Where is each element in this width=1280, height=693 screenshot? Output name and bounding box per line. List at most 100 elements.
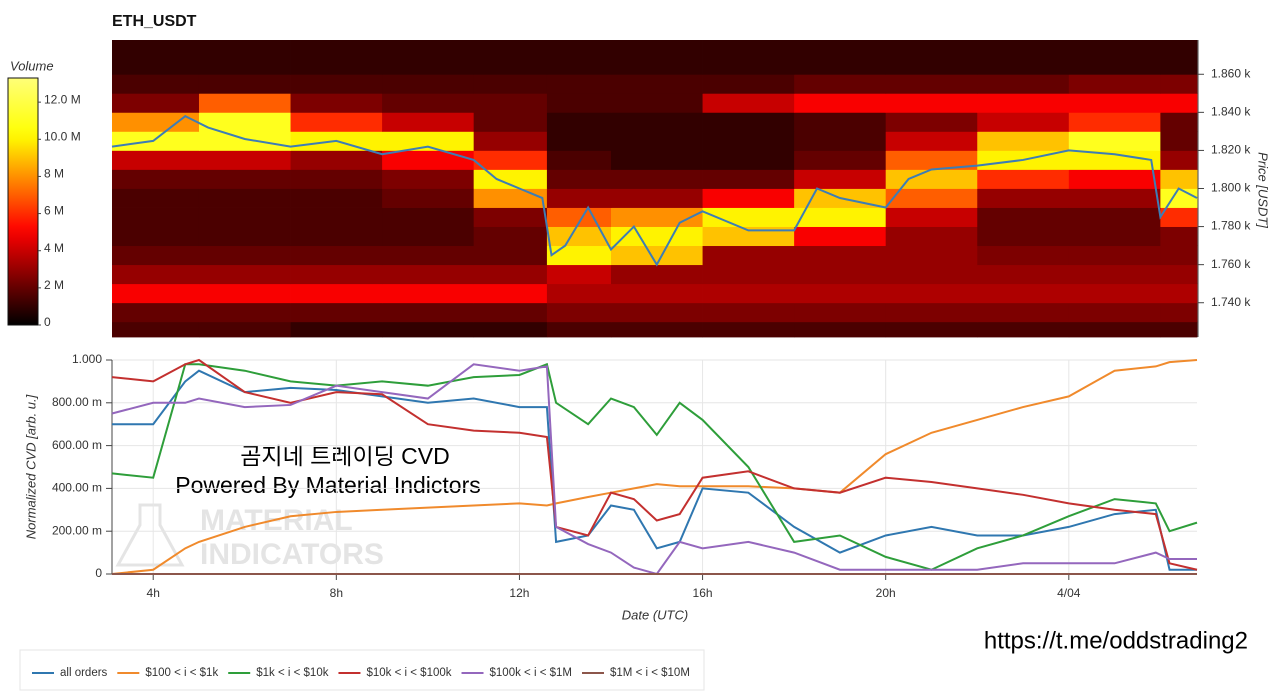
heatmap-cell xyxy=(1068,207,1161,227)
heatmap-cell xyxy=(702,150,795,170)
heatmap-cell xyxy=(112,112,200,132)
legend-label: $10k < i < $100k xyxy=(366,667,451,679)
heatmap-cell xyxy=(290,226,383,247)
x-axis-label: Date (UTC) xyxy=(622,607,688,622)
heatmap-cell xyxy=(794,131,887,151)
heatmap-cell xyxy=(702,283,795,304)
heatmap-cell xyxy=(546,321,612,338)
heatmap-cell xyxy=(611,112,703,132)
heatmap-cell xyxy=(794,112,887,132)
heatmap-cell xyxy=(473,40,548,75)
heatmap-cell xyxy=(382,131,475,151)
heatmap-cell xyxy=(473,302,548,323)
heatmap-cell xyxy=(794,150,887,170)
heatmap-cell xyxy=(1160,188,1198,208)
heatmap-cell xyxy=(473,169,548,189)
heatmap-cell xyxy=(290,40,383,75)
heatmap-cell xyxy=(382,264,475,285)
heatmap-cell xyxy=(977,302,1070,323)
footer-link[interactable]: https://t.me/oddstrading2 xyxy=(984,627,1248,654)
heatmap-cell xyxy=(977,112,1070,132)
heatmap-cell xyxy=(1068,321,1161,338)
heatmap-cell xyxy=(977,283,1070,304)
y-tick-label: 600.00 m xyxy=(52,438,102,452)
y-axis-label: Price [USDT] xyxy=(1256,152,1271,228)
heatmap-cell xyxy=(382,207,475,227)
heatmap-cell xyxy=(885,207,978,227)
heatmap-cell xyxy=(885,112,978,132)
heatmap-cell xyxy=(382,74,475,94)
heatmap-cell xyxy=(112,302,200,323)
x-tick-label: 16h xyxy=(693,586,713,600)
y-tick-label: 200.00 m xyxy=(52,523,102,537)
heatmap-cell xyxy=(382,226,475,247)
heatmap-cell xyxy=(1160,150,1198,170)
heatmap-cell xyxy=(290,283,383,304)
heatmap-cell xyxy=(794,302,887,323)
heatmap-cell xyxy=(611,283,703,304)
heatmap-cell xyxy=(702,93,795,113)
heatmap-cell xyxy=(473,283,548,304)
cvd-line xyxy=(111,359,1198,575)
heatmap-cell xyxy=(885,93,978,113)
heatmap-cell xyxy=(611,169,703,189)
heatmap-cell xyxy=(198,188,291,208)
legend-label: $100 < i < $1k xyxy=(145,667,218,679)
x-tick-label: 20h xyxy=(876,586,896,600)
heatmap-cell xyxy=(290,93,383,113)
y-tick-label: 1.780 k xyxy=(1211,219,1251,233)
heatmap-cell xyxy=(977,207,1070,227)
heatmap-cell xyxy=(1160,283,1198,304)
heatmap-cell xyxy=(473,112,548,132)
heatmap-cell xyxy=(611,302,703,323)
heatmap-cell xyxy=(473,321,548,338)
heatmap-cell xyxy=(1160,245,1198,266)
heatmap-cell xyxy=(1068,302,1161,323)
heatmap-cell xyxy=(1068,40,1161,75)
heatmap-cell xyxy=(290,264,383,285)
heatmap-cell xyxy=(611,131,703,151)
legend-label: $1k < i < $10k xyxy=(256,667,328,679)
legend-label: all orders xyxy=(60,667,108,679)
heatmap-cell xyxy=(198,245,291,266)
legend-box xyxy=(19,649,705,691)
y-tick-label: 1.740 k xyxy=(1211,295,1251,309)
heatmap-cell xyxy=(290,207,383,227)
heatmap-cell xyxy=(1068,150,1161,170)
heatmap-cell xyxy=(977,40,1070,75)
heatmap-cell xyxy=(977,74,1070,94)
heatmap-cell xyxy=(546,283,612,304)
heatmap-cell xyxy=(198,169,291,189)
heatmap-cell xyxy=(1160,93,1198,113)
heatmap-cell xyxy=(977,188,1070,208)
heatmap-cell xyxy=(112,169,200,189)
heatmap-cell xyxy=(382,112,475,132)
heatmap-cell xyxy=(546,188,612,208)
heatmap-cell xyxy=(1068,245,1161,266)
annotation: Powered By Material Indictors xyxy=(175,472,481,498)
heatmap-cell xyxy=(1160,112,1198,132)
heatmap-cell xyxy=(1068,131,1161,151)
heatmap-cell xyxy=(611,245,703,266)
heatmap-cell xyxy=(473,226,548,247)
heatmap-cell xyxy=(198,40,291,75)
heatmap-cell xyxy=(546,40,612,75)
heatmap-cell xyxy=(611,74,703,94)
heatmap-cell xyxy=(198,264,291,285)
heatmap-cell xyxy=(885,131,978,151)
heatmap-cell xyxy=(794,283,887,304)
heatmap-cell xyxy=(290,112,383,132)
heatmap-cell xyxy=(198,321,291,338)
colorbar-tick-label: 8 M xyxy=(44,167,64,181)
colorbar-tick-label: 6 M xyxy=(44,204,64,218)
heatmap-cell xyxy=(702,74,795,94)
heatmap-cell xyxy=(382,169,475,189)
x-tick-label: 8h xyxy=(330,586,343,600)
heatmap-cell xyxy=(611,226,703,247)
heatmap-cell xyxy=(382,150,475,170)
heatmap-cell xyxy=(546,74,612,94)
heatmap-cell xyxy=(1068,93,1161,113)
heatmap-cell xyxy=(702,226,795,247)
heatmap-cell xyxy=(1160,74,1198,94)
heatmap-cell xyxy=(112,245,200,266)
